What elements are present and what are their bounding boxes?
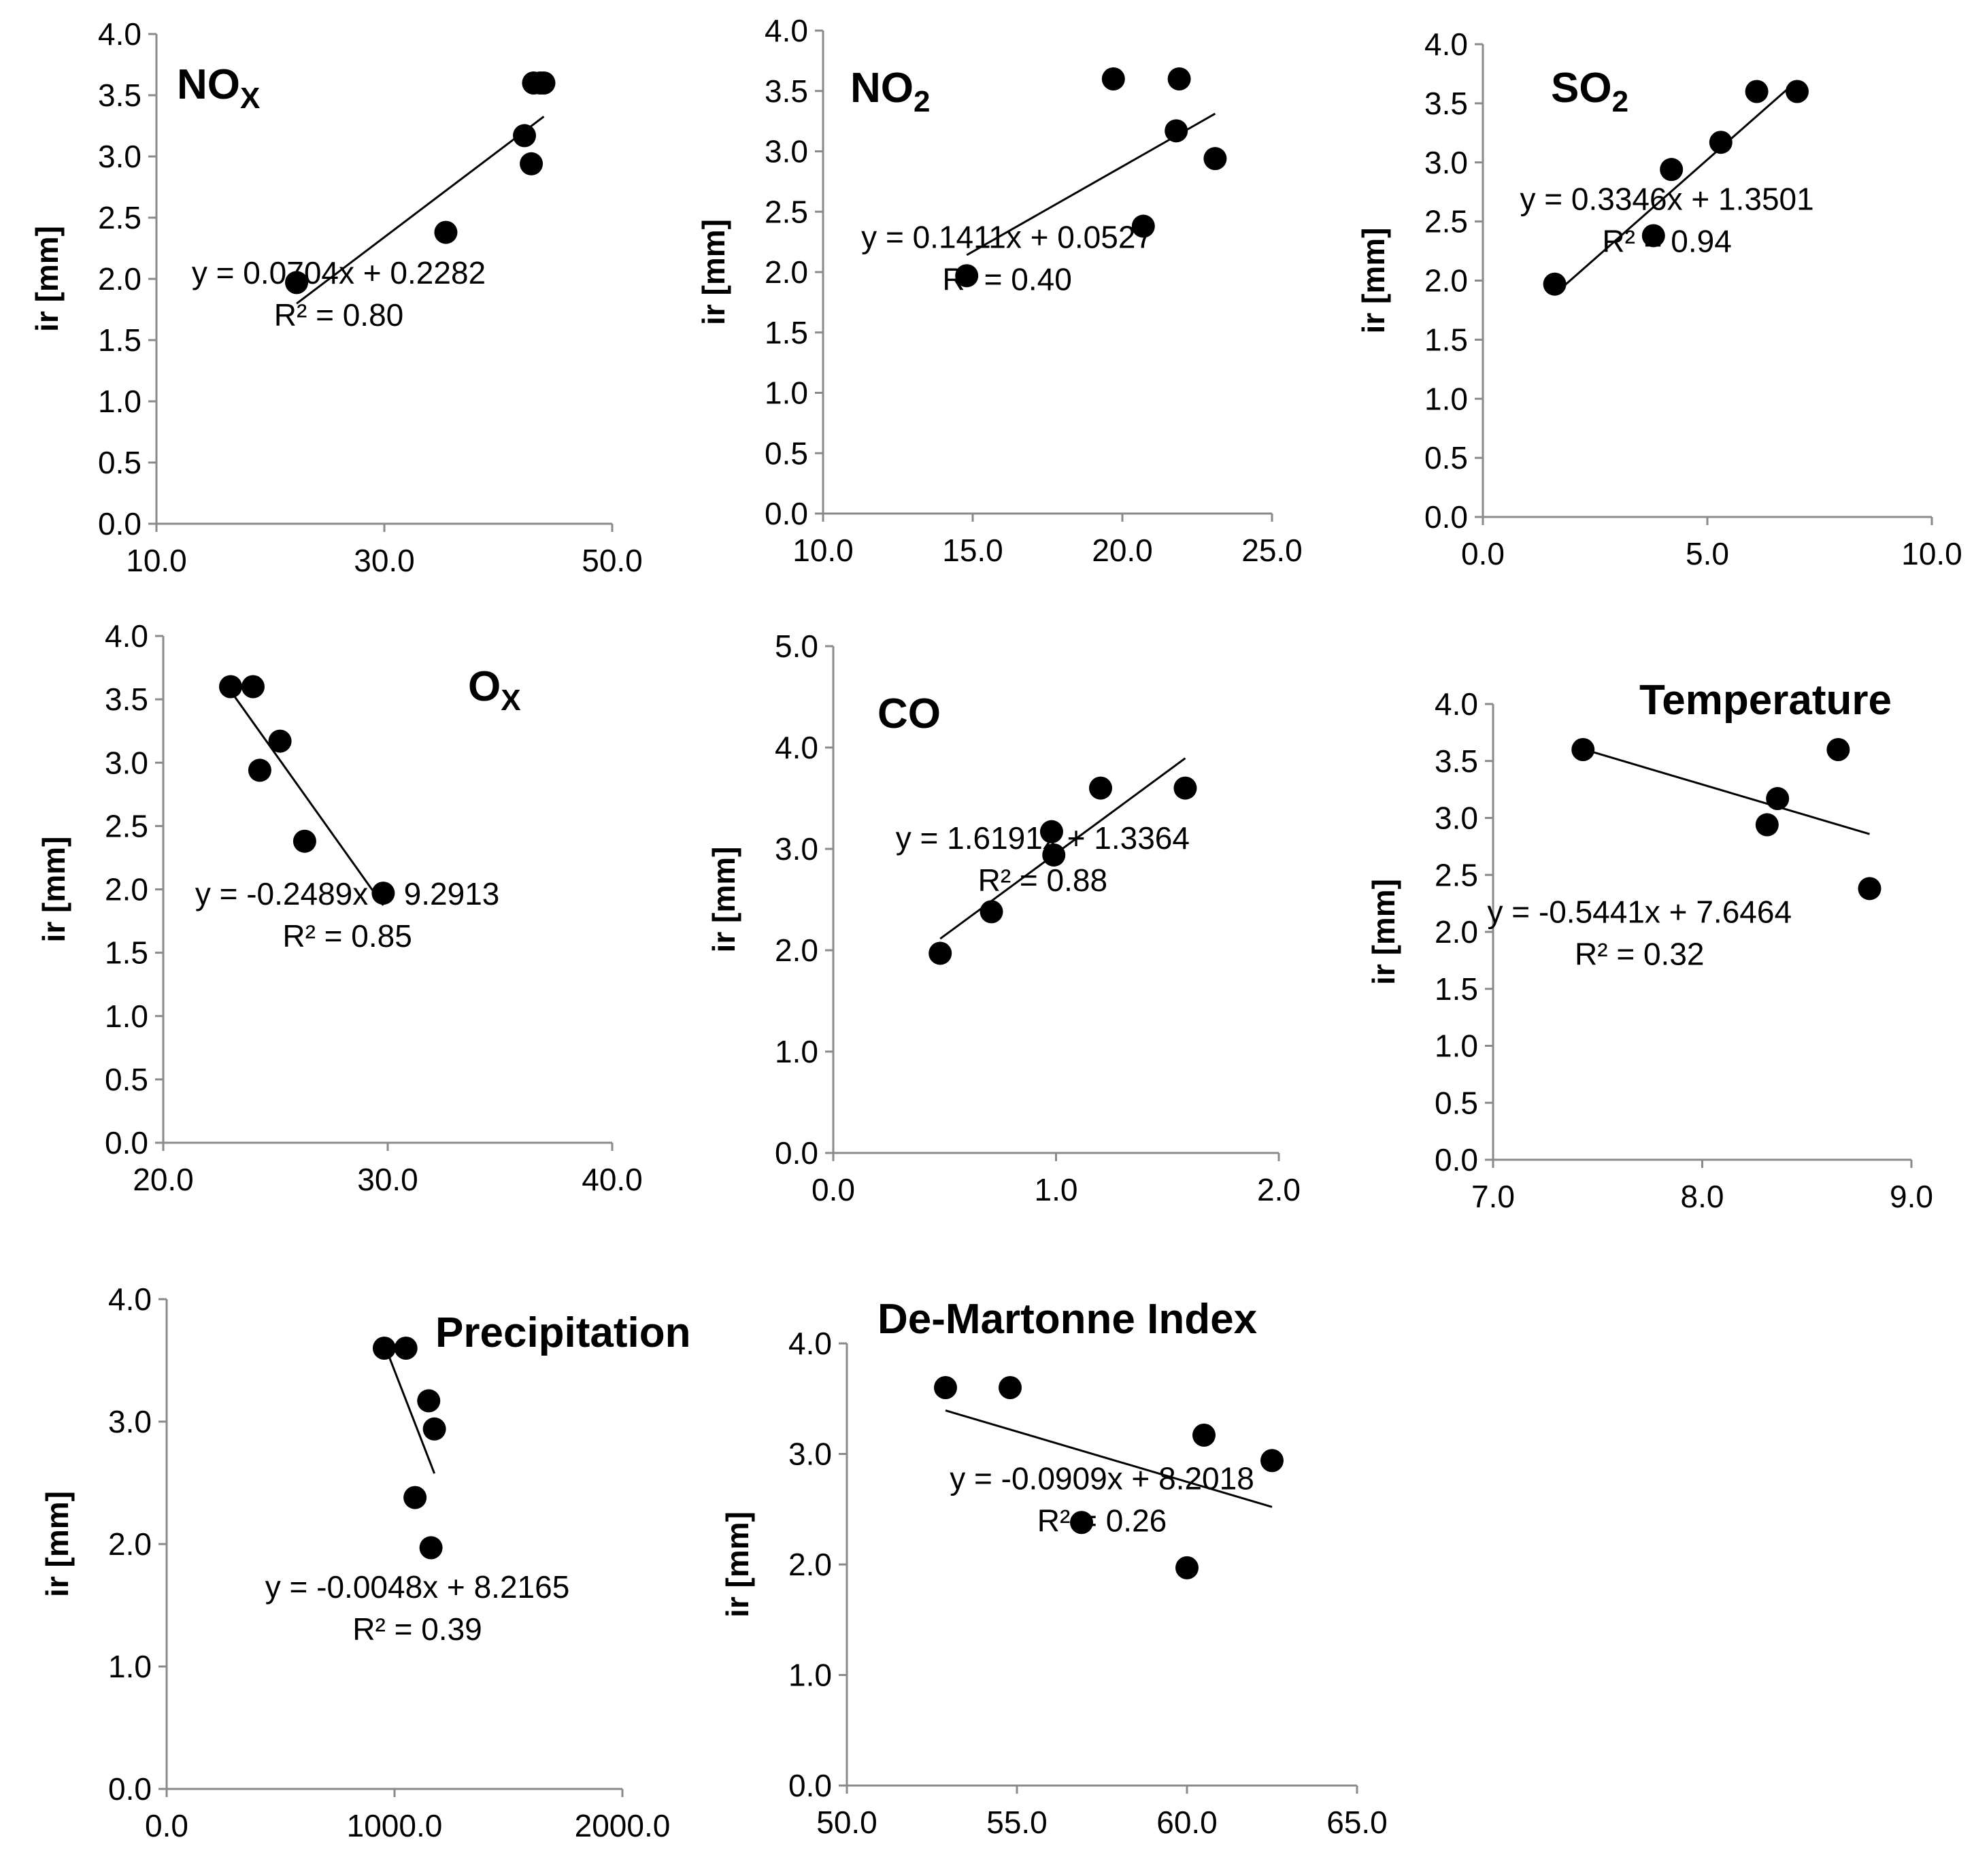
y-tick-label: 1.0: [788, 1658, 832, 1693]
y-tick-label: 3.0: [788, 1437, 832, 1472]
x-tick-label: 65.0: [1326, 1805, 1388, 1840]
data-point: [1192, 1424, 1216, 1447]
x-tick-label: 50.0: [816, 1805, 877, 1840]
trendline-equation: y = -0.0909x + 8.2018: [950, 1461, 1254, 1496]
y-tick-label: 2.0: [788, 1547, 832, 1582]
y-tick-label: 0.0: [788, 1768, 832, 1803]
r-squared-label: R² = 0.26: [1037, 1503, 1167, 1539]
data-point: [1260, 1449, 1284, 1472]
chart-title-main: De-Martonne Index: [877, 1296, 1258, 1343]
data-point: [1175, 1556, 1199, 1579]
x-tick-label: 55.0: [986, 1805, 1048, 1840]
x-tick-label: 60.0: [1156, 1805, 1218, 1840]
chart-title: De-Martonne Index: [877, 1296, 1258, 1343]
y-tick-label: 4.0: [788, 1326, 832, 1361]
data-point: [934, 1376, 957, 1399]
data-point: [999, 1376, 1022, 1399]
y-axis-label: ir [mm]: [720, 1511, 755, 1618]
